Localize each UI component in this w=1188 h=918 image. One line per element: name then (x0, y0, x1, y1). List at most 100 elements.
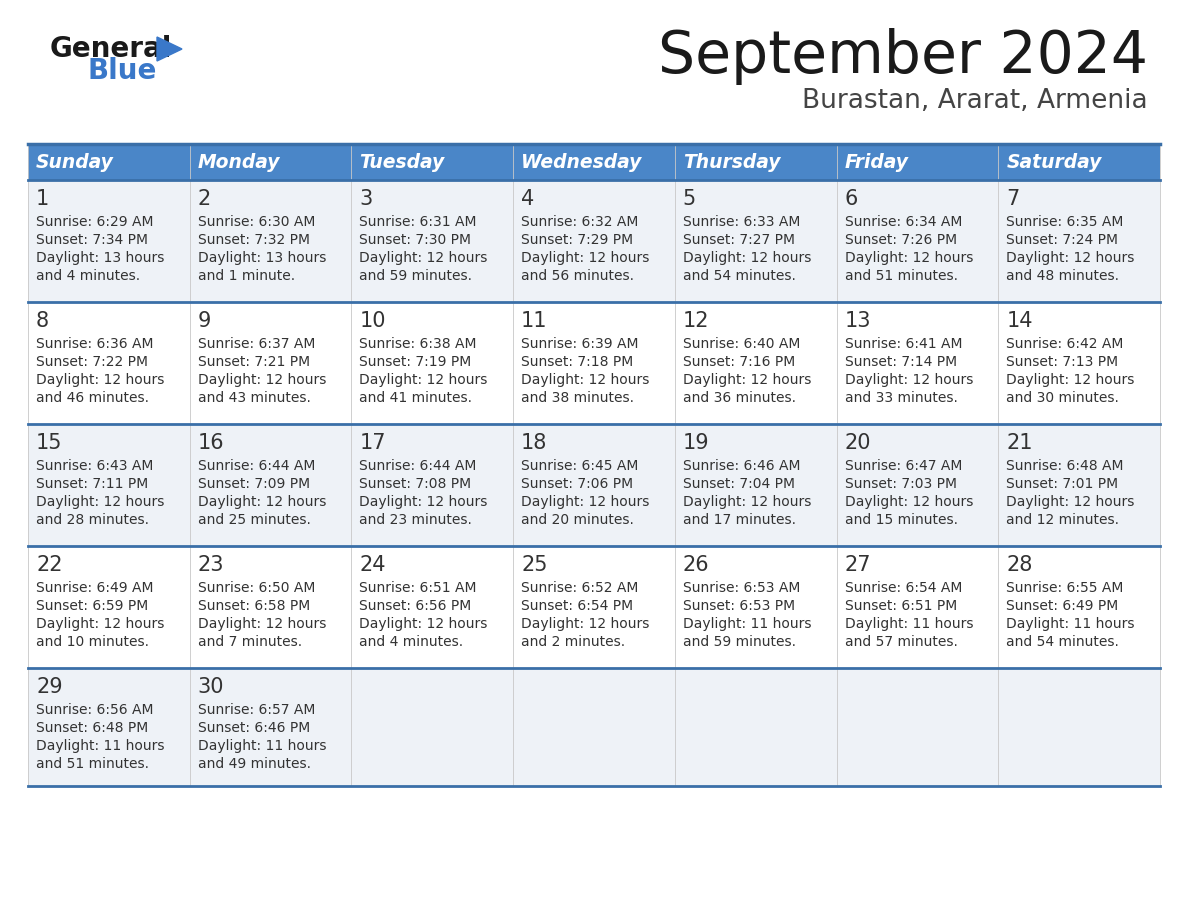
Text: Sunset: 7:29 PM: Sunset: 7:29 PM (522, 233, 633, 247)
Text: 23: 23 (197, 555, 225, 575)
Text: Sunset: 7:16 PM: Sunset: 7:16 PM (683, 355, 795, 369)
Text: Daylight: 12 hours: Daylight: 12 hours (683, 373, 811, 387)
Text: Sunrise: 6:36 AM: Sunrise: 6:36 AM (36, 337, 153, 351)
Text: Daylight: 11 hours: Daylight: 11 hours (36, 739, 164, 753)
Text: and 48 minutes.: and 48 minutes. (1006, 269, 1119, 283)
Text: and 1 minute.: and 1 minute. (197, 269, 295, 283)
Text: 26: 26 (683, 555, 709, 575)
Polygon shape (157, 37, 182, 61)
Bar (352, 424, 513, 546)
Text: and 43 minutes.: and 43 minutes. (197, 391, 310, 405)
Bar (29, 144, 190, 180)
Text: Daylight: 12 hours: Daylight: 12 hours (522, 495, 650, 509)
Text: Sunrise: 6:53 AM: Sunrise: 6:53 AM (683, 581, 801, 595)
Text: and 56 minutes.: and 56 minutes. (522, 269, 634, 283)
Bar (675, 302, 836, 424)
Text: Daylight: 11 hours: Daylight: 11 hours (1006, 617, 1135, 631)
Text: Sunset: 7:01 PM: Sunset: 7:01 PM (1006, 477, 1118, 491)
Text: Daylight: 12 hours: Daylight: 12 hours (683, 495, 811, 509)
Text: 18: 18 (522, 433, 548, 453)
Text: Sunrise: 6:54 AM: Sunrise: 6:54 AM (845, 581, 962, 595)
Text: Saturday: Saturday (1006, 152, 1101, 172)
Text: Sunset: 7:11 PM: Sunset: 7:11 PM (36, 477, 148, 491)
Text: and 59 minutes.: and 59 minutes. (683, 635, 796, 649)
Text: Sunrise: 6:33 AM: Sunrise: 6:33 AM (683, 215, 801, 229)
Text: Sunrise: 6:30 AM: Sunrise: 6:30 AM (197, 215, 315, 229)
Text: and 23 minutes.: and 23 minutes. (360, 513, 473, 527)
Text: Daylight: 12 hours: Daylight: 12 hours (522, 373, 650, 387)
Text: Friday: Friday (845, 152, 909, 172)
Text: 29: 29 (36, 677, 63, 697)
Text: Sunset: 7:14 PM: Sunset: 7:14 PM (845, 355, 956, 369)
Bar (352, 668, 513, 786)
Text: and 46 minutes.: and 46 minutes. (36, 391, 148, 405)
Bar (998, 546, 1159, 668)
Text: 28: 28 (1006, 555, 1032, 575)
Text: Daylight: 12 hours: Daylight: 12 hours (522, 617, 650, 631)
Text: and 59 minutes.: and 59 minutes. (360, 269, 473, 283)
Text: Sunset: 7:21 PM: Sunset: 7:21 PM (197, 355, 310, 369)
Text: 24: 24 (360, 555, 386, 575)
Text: and 4 minutes.: and 4 minutes. (36, 269, 140, 283)
Text: Daylight: 12 hours: Daylight: 12 hours (360, 373, 488, 387)
Text: 13: 13 (845, 311, 871, 331)
Text: September 2024: September 2024 (658, 28, 1148, 85)
Bar (29, 302, 190, 424)
Text: Daylight: 11 hours: Daylight: 11 hours (197, 739, 327, 753)
Bar (836, 144, 998, 180)
Bar (675, 668, 836, 786)
Text: Blue: Blue (88, 57, 157, 85)
Bar (836, 668, 998, 786)
Text: and 4 minutes.: and 4 minutes. (360, 635, 463, 649)
Text: Sunrise: 6:40 AM: Sunrise: 6:40 AM (683, 337, 801, 351)
Bar (513, 668, 675, 786)
Text: Sunrise: 6:29 AM: Sunrise: 6:29 AM (36, 215, 153, 229)
Text: Sunset: 7:24 PM: Sunset: 7:24 PM (1006, 233, 1118, 247)
Text: Sunset: 7:26 PM: Sunset: 7:26 PM (845, 233, 956, 247)
Bar (998, 424, 1159, 546)
Text: Sunset: 7:27 PM: Sunset: 7:27 PM (683, 233, 795, 247)
Text: Sunset: 6:59 PM: Sunset: 6:59 PM (36, 599, 148, 613)
Text: and 54 minutes.: and 54 minutes. (683, 269, 796, 283)
Text: Daylight: 12 hours: Daylight: 12 hours (36, 617, 164, 631)
Text: and 57 minutes.: and 57 minutes. (845, 635, 958, 649)
Text: Sunrise: 6:44 AM: Sunrise: 6:44 AM (360, 459, 476, 473)
Text: Daylight: 12 hours: Daylight: 12 hours (1006, 373, 1135, 387)
Bar (998, 144, 1159, 180)
Bar (29, 546, 190, 668)
Bar (675, 144, 836, 180)
Text: and 33 minutes.: and 33 minutes. (845, 391, 958, 405)
Text: and 38 minutes.: and 38 minutes. (522, 391, 634, 405)
Text: Sunrise: 6:43 AM: Sunrise: 6:43 AM (36, 459, 153, 473)
Bar (998, 668, 1159, 786)
Text: 5: 5 (683, 189, 696, 209)
Bar (836, 302, 998, 424)
Bar (190, 546, 352, 668)
Text: and 15 minutes.: and 15 minutes. (845, 513, 958, 527)
Text: Daylight: 12 hours: Daylight: 12 hours (360, 251, 488, 265)
Text: Daylight: 11 hours: Daylight: 11 hours (683, 617, 811, 631)
Text: Wednesday: Wednesday (522, 152, 642, 172)
Text: and 49 minutes.: and 49 minutes. (197, 757, 311, 771)
Text: Sunset: 7:06 PM: Sunset: 7:06 PM (522, 477, 633, 491)
Text: Sunset: 7:34 PM: Sunset: 7:34 PM (36, 233, 148, 247)
Bar (675, 180, 836, 302)
Text: Sunrise: 6:51 AM: Sunrise: 6:51 AM (360, 581, 476, 595)
Text: Daylight: 12 hours: Daylight: 12 hours (360, 617, 488, 631)
Text: Sunrise: 6:48 AM: Sunrise: 6:48 AM (1006, 459, 1124, 473)
Text: Sunset: 7:08 PM: Sunset: 7:08 PM (360, 477, 472, 491)
Bar (29, 424, 190, 546)
Text: 9: 9 (197, 311, 211, 331)
Text: and 36 minutes.: and 36 minutes. (683, 391, 796, 405)
Text: Sunset: 7:30 PM: Sunset: 7:30 PM (360, 233, 472, 247)
Bar (190, 424, 352, 546)
Text: and 41 minutes.: and 41 minutes. (360, 391, 473, 405)
Bar (513, 424, 675, 546)
Text: 3: 3 (360, 189, 373, 209)
Bar (352, 302, 513, 424)
Bar (513, 144, 675, 180)
Text: Sunset: 7:09 PM: Sunset: 7:09 PM (197, 477, 310, 491)
Bar (352, 546, 513, 668)
Bar (998, 302, 1159, 424)
Bar (513, 180, 675, 302)
